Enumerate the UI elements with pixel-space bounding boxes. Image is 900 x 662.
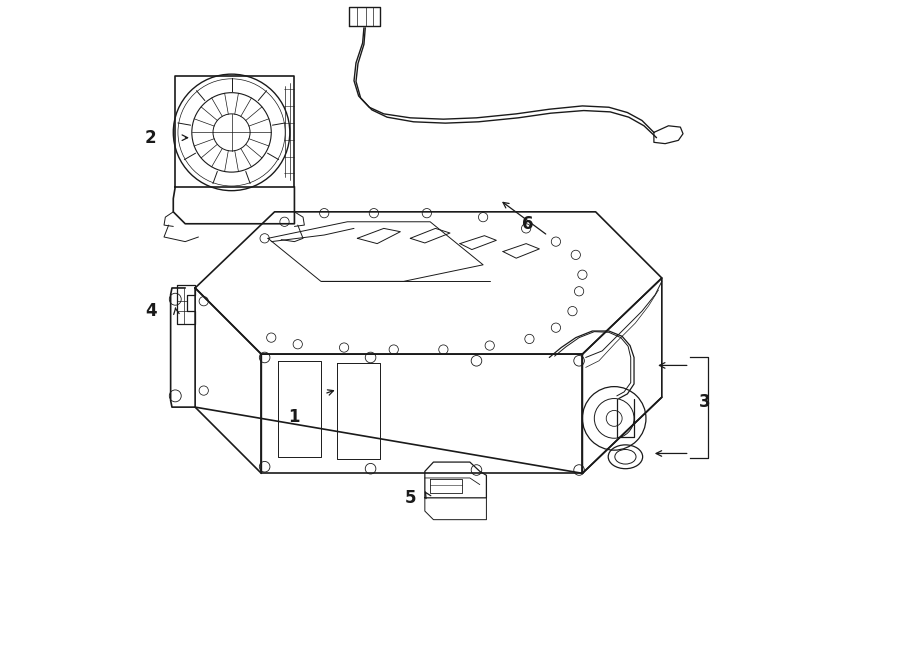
Text: 1: 1	[289, 408, 301, 426]
Text: 3: 3	[699, 393, 711, 412]
Text: 4: 4	[145, 302, 157, 320]
Text: 6: 6	[522, 214, 534, 233]
Text: 2: 2	[145, 128, 157, 147]
Text: 5: 5	[404, 489, 416, 507]
